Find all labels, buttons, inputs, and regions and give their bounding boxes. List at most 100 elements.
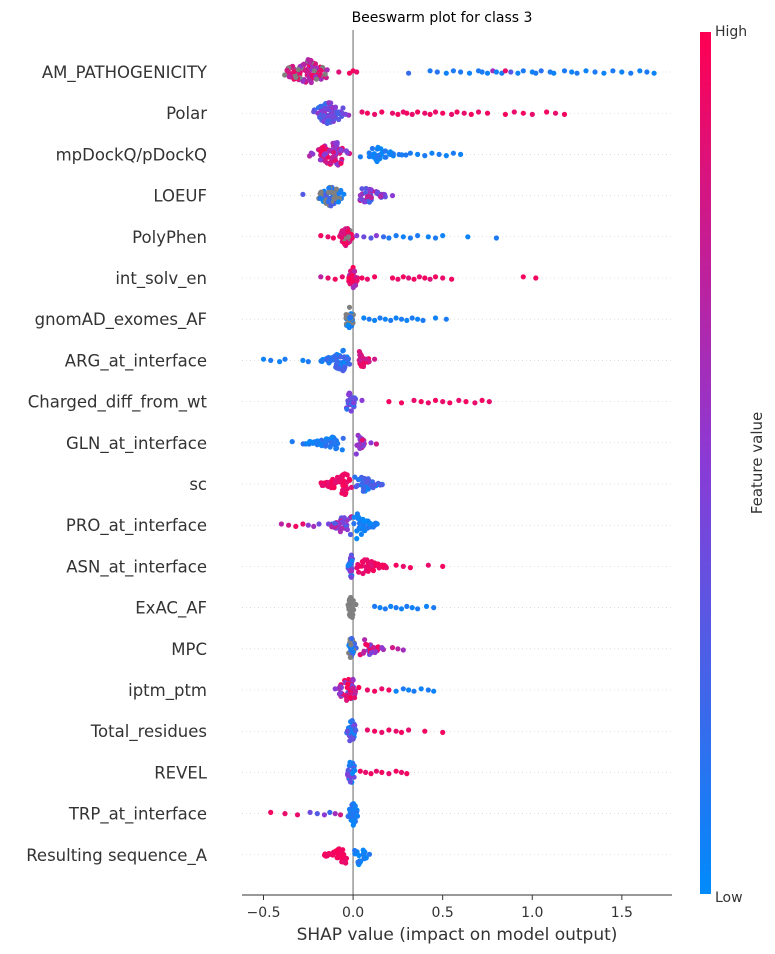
- data-point: [458, 151, 464, 157]
- swarm-dot: [345, 228, 351, 234]
- swarm-dot: [318, 358, 324, 364]
- data-point: [418, 686, 424, 692]
- data-point: [354, 233, 360, 239]
- data-point: [379, 729, 385, 736]
- data-point: [372, 603, 378, 610]
- data-point: [393, 562, 399, 568]
- swarm-dot: [341, 366, 347, 372]
- swarm-dot: [342, 355, 348, 361]
- swarm-dot: [340, 487, 346, 493]
- data-point: [400, 647, 406, 653]
- data-point: [404, 771, 410, 777]
- swarm-dot: [370, 483, 376, 489]
- swarm-dot: [375, 561, 381, 567]
- swarm-dot: [364, 194, 371, 200]
- swarm-dot: [304, 68, 310, 74]
- data-point: [415, 316, 421, 322]
- data-point: [425, 400, 431, 406]
- swarm-dot: [324, 853, 330, 859]
- swarm-dot: [366, 851, 373, 857]
- feature-label: LOEUF: [153, 187, 207, 206]
- data-point: [337, 812, 344, 818]
- swarm-dot: [349, 568, 355, 574]
- data-point: [479, 397, 485, 403]
- swarm-dot: [355, 477, 361, 483]
- data-point: [379, 769, 385, 776]
- swarm-dot: [314, 439, 320, 445]
- swarm-dot: [328, 203, 334, 209]
- data-point: [373, 768, 379, 774]
- data-point: [450, 150, 456, 156]
- data-point: [379, 686, 385, 692]
- swarm-dot: [347, 654, 353, 661]
- feature-label: REVEL: [154, 763, 208, 782]
- swarm-dot: [326, 147, 333, 153]
- swarm-dot: [284, 67, 290, 73]
- data-point: [502, 68, 508, 74]
- data-point: [372, 111, 378, 117]
- swarm-dot: [350, 598, 356, 604]
- swarm-dot: [291, 68, 297, 75]
- data-point: [372, 274, 378, 280]
- swarm-dot: [346, 304, 353, 310]
- swarm-dot: [338, 160, 344, 166]
- swarm-dot: [326, 189, 332, 195]
- swarm-dot: [348, 761, 354, 767]
- data-point: [278, 521, 284, 527]
- data-point: [289, 439, 295, 445]
- swarm-dot: [351, 607, 357, 613]
- data-point: [377, 605, 383, 611]
- swarm-dot: [347, 531, 354, 538]
- swarm-dot: [352, 726, 358, 732]
- swarm-dot: [320, 482, 326, 488]
- data-point: [484, 70, 491, 76]
- swarm-dot: [362, 557, 368, 563]
- swarm-dot: [370, 644, 377, 651]
- swarm-dot: [354, 277, 360, 284]
- data-point: [407, 565, 413, 571]
- colorbar: [700, 32, 711, 894]
- swarm-dot: [340, 105, 346, 111]
- swarm-dot: [340, 847, 346, 853]
- data-point: [330, 235, 336, 241]
- swarm-dot: [358, 363, 364, 369]
- swarm-dot: [360, 485, 367, 492]
- swarm-dot: [348, 642, 354, 648]
- data-point: [422, 275, 428, 281]
- data-point: [449, 276, 455, 282]
- data-point: [368, 771, 374, 777]
- data-point: [431, 688, 437, 694]
- swarm-dot: [362, 637, 368, 643]
- swarm-dot: [370, 567, 376, 573]
- data-point: [260, 356, 267, 362]
- swarm-dot: [333, 186, 340, 192]
- data-point: [404, 110, 410, 116]
- swarm-dot: [365, 568, 371, 574]
- data-point: [432, 235, 439, 241]
- data-point: [373, 233, 379, 239]
- swarm-dot: [345, 681, 351, 687]
- data-point: [388, 317, 394, 323]
- data-point: [418, 399, 424, 405]
- data-point: [379, 109, 385, 115]
- data-point: [544, 109, 550, 115]
- feature-label: PolyPhen: [132, 228, 207, 247]
- data-point: [533, 70, 539, 76]
- data-point: [393, 728, 399, 734]
- data-point: [282, 811, 288, 817]
- data-point: [294, 812, 301, 818]
- data-point: [432, 274, 439, 280]
- data-point: [415, 606, 421, 612]
- swarm-dot: [360, 650, 366, 656]
- swarm-dot: [376, 152, 382, 159]
- swarm-dot: [356, 569, 362, 575]
- swarm-dot: [369, 563, 375, 569]
- data-point: [511, 109, 517, 115]
- data-point: [364, 110, 370, 116]
- data-point: [389, 645, 396, 651]
- swarm-dot: [346, 392, 352, 398]
- swarm-dot: [350, 818, 357, 824]
- data-point: [286, 522, 292, 528]
- data-point: [423, 603, 430, 610]
- data-point: [386, 235, 392, 241]
